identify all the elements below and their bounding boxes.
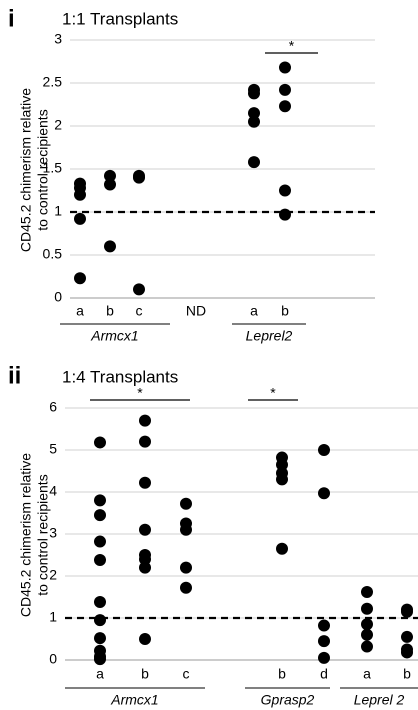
group-label: Armcx1 <box>110 692 158 708</box>
x-tick-label: b <box>141 666 149 682</box>
data-point <box>318 651 330 664</box>
data-point <box>248 87 260 100</box>
data-point <box>139 553 151 566</box>
x-tick-label: ND <box>186 303 206 319</box>
data-point <box>361 640 373 653</box>
data-point <box>279 100 291 113</box>
y-tick-label: 0 <box>49 651 57 667</box>
data-point <box>139 561 151 574</box>
x-tick-label: d <box>320 666 328 682</box>
data-point <box>94 535 106 548</box>
y-tick-label: 4 <box>49 483 57 499</box>
x-tick-label: a <box>250 303 258 319</box>
data-point <box>139 476 151 489</box>
significance-mark: * <box>270 385 276 401</box>
y-axis-label: to control recipients <box>35 109 51 230</box>
y-tick-label: 3 <box>54 31 62 47</box>
group-label: Leprel2 <box>246 328 293 344</box>
panel-label: i <box>8 5 15 32</box>
data-point <box>94 436 106 449</box>
data-point <box>279 83 291 96</box>
significance-mark: * <box>137 385 143 401</box>
y-tick-label: 1 <box>49 609 57 625</box>
y-tick-label: 2 <box>49 567 57 583</box>
y-tick-label: 1 <box>54 203 62 219</box>
panel-label: ii <box>8 362 21 389</box>
data-point <box>104 169 116 182</box>
significance-mark: * <box>289 38 295 54</box>
data-point <box>180 581 192 594</box>
x-tick-label: b <box>281 303 289 319</box>
data-point <box>180 523 192 536</box>
y-tick-label: 5 <box>49 441 57 457</box>
data-point <box>279 61 291 74</box>
data-point <box>401 605 413 618</box>
y-tick-label: 3 <box>49 525 57 541</box>
data-point <box>248 107 260 120</box>
data-point <box>74 188 86 201</box>
data-point <box>139 435 151 448</box>
data-point <box>318 444 330 456</box>
data-point <box>276 542 288 555</box>
group-label: Leprel 2 <box>354 692 405 708</box>
x-tick-label: c <box>136 303 143 319</box>
group-label: Gprasp2 <box>261 692 315 708</box>
data-point <box>94 653 106 666</box>
data-point <box>104 240 116 253</box>
data-point <box>74 272 86 285</box>
data-point <box>94 632 106 645</box>
data-point <box>276 473 288 486</box>
y-tick-label: 1.5 <box>43 160 63 176</box>
y-tick-label: 0.5 <box>43 246 63 262</box>
y-axis-label: CD45.2 chimerism relative <box>18 88 34 252</box>
data-point <box>401 630 413 643</box>
x-tick-label: b <box>403 666 411 682</box>
data-point <box>139 633 151 645</box>
x-tick-label: c <box>183 666 190 682</box>
y-tick-label: 2.5 <box>43 74 63 90</box>
data-point <box>279 208 291 221</box>
data-point <box>180 561 192 574</box>
data-point <box>401 646 413 659</box>
data-point <box>361 602 373 615</box>
data-point <box>318 487 330 500</box>
data-point <box>94 494 106 507</box>
data-point <box>248 115 260 128</box>
y-tick-label: 6 <box>49 399 57 415</box>
chart-title: 1:4 Transplants <box>62 367 178 386</box>
data-point <box>94 596 106 609</box>
data-point <box>74 212 86 225</box>
y-tick-label: 0 <box>54 289 62 305</box>
data-point <box>94 509 106 522</box>
chart-title: 1:1 Transplants <box>62 9 178 28</box>
data-point <box>318 635 330 648</box>
data-point <box>94 554 106 567</box>
data-point <box>279 184 291 197</box>
data-point <box>318 619 330 632</box>
data-point <box>94 614 106 627</box>
data-point <box>276 458 288 471</box>
data-point <box>139 523 151 536</box>
data-point <box>248 156 260 169</box>
x-tick-label: a <box>76 303 84 319</box>
y-axis-label: to control recipients <box>35 474 51 595</box>
data-point <box>104 178 116 191</box>
data-point <box>361 618 373 631</box>
data-point <box>361 585 373 598</box>
x-tick-label: a <box>363 666 371 682</box>
data-point <box>361 628 373 641</box>
x-tick-label: b <box>278 666 286 682</box>
data-point <box>139 414 151 427</box>
group-label: Armcx1 <box>90 328 138 344</box>
x-tick-label: b <box>106 303 114 319</box>
x-tick-label: a <box>96 666 104 682</box>
y-tick-label: 2 <box>54 117 62 133</box>
y-axis-label: CD45.2 chimerism relative <box>18 453 34 617</box>
data-point <box>180 497 192 510</box>
data-point <box>133 171 145 184</box>
data-point <box>133 283 145 296</box>
